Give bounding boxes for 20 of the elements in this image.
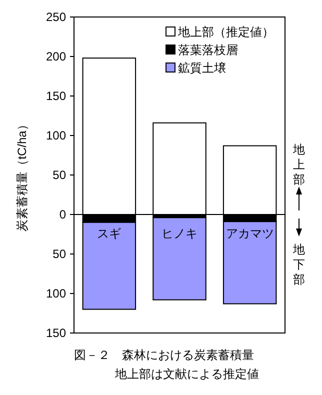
- y-tick-label: 50: [52, 168, 66, 182]
- text: 地上部は文献による推定値: [114, 367, 259, 381]
- text: 地上部: [292, 142, 305, 186]
- y-tick-label: 150: [46, 89, 66, 103]
- legend-label: 落葉落枝層: [178, 43, 238, 57]
- y-tick-label: 100: [46, 128, 66, 142]
- bar: [152, 217, 206, 300]
- legend-label: 鉱質土壌: [178, 61, 226, 75]
- x-tick-label: ヒノキ: [162, 226, 198, 240]
- y-tick-label: 0: [59, 208, 66, 222]
- y-tick-label: 150: [46, 326, 66, 340]
- y-tick-label: 100: [46, 286, 66, 300]
- y-axis-title: 炭素蓄積量（tC/ha）: [15, 118, 29, 232]
- x-tick-label: アカマツ: [226, 226, 274, 240]
- x-tick-label: スギ: [97, 226, 122, 240]
- text: 地下部: [292, 242, 305, 286]
- y-tick-label: 250: [46, 10, 66, 24]
- text: 図－２ 森林における炭素蓄積量: [74, 348, 254, 362]
- y-tick-label: 200: [46, 50, 66, 64]
- y-tick-label: 50: [52, 247, 66, 261]
